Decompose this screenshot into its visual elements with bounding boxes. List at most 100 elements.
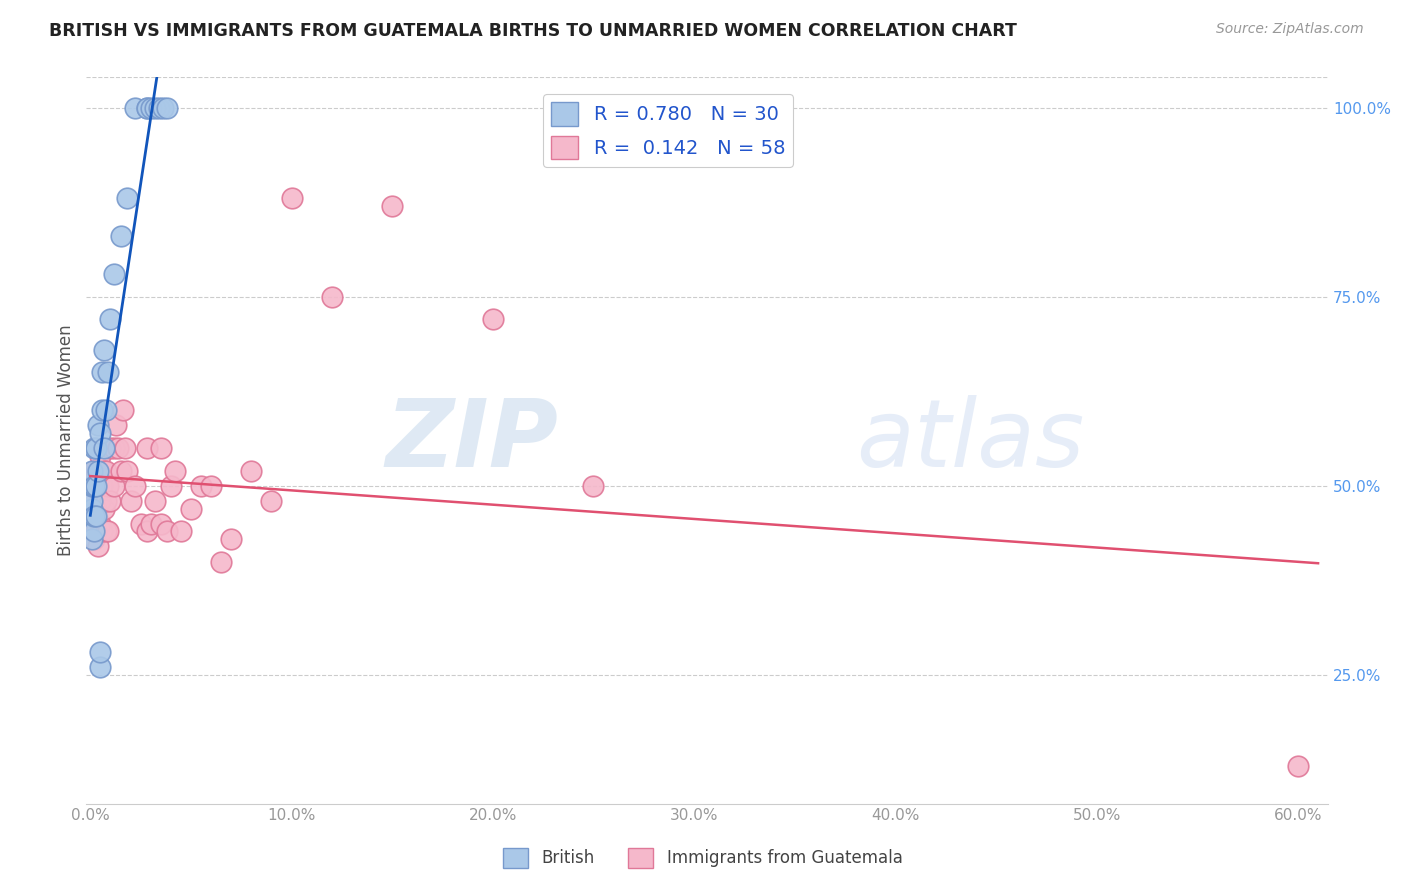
- Point: [190, 479, 212, 493]
- Point: [111, 403, 134, 417]
- Point: [87, 540, 110, 554]
- Point: [100, 312, 122, 326]
- Point: [219, 532, 242, 546]
- Point: [97, 366, 120, 380]
- Point: [1286, 759, 1309, 773]
- Point: [114, 441, 136, 455]
- Point: [107, 441, 129, 455]
- Point: [129, 516, 152, 531]
- Point: [93, 343, 115, 357]
- Point: [170, 524, 193, 539]
- Point: [381, 199, 404, 213]
- Point: [149, 516, 172, 531]
- Point: [124, 101, 146, 115]
- Point: [96, 524, 118, 539]
- Point: [103, 441, 125, 455]
- Point: [93, 464, 115, 478]
- Text: Source: ZipAtlas.com: Source: ZipAtlas.com: [1216, 22, 1364, 37]
- Point: [91, 524, 114, 539]
- Point: [100, 494, 122, 508]
- Point: [86, 464, 108, 478]
- Legend: British, Immigrants from Guatemala: British, Immigrants from Guatemala: [496, 841, 910, 875]
- Text: ZIP: ZIP: [385, 394, 558, 486]
- Point: [89, 516, 111, 531]
- Point: [96, 494, 118, 508]
- Point: [156, 101, 179, 115]
- Legend: R = 0.780   N = 30, R =  0.142   N = 58: R = 0.780 N = 30, R = 0.142 N = 58: [543, 95, 793, 167]
- Point: [93, 441, 115, 455]
- Point: [83, 464, 105, 478]
- Point: [83, 501, 105, 516]
- Point: [280, 191, 302, 205]
- Point: [86, 501, 108, 516]
- Point: [143, 101, 166, 115]
- Y-axis label: Births to Unmarried Women: Births to Unmarried Women: [58, 325, 75, 557]
- Point: [82, 494, 104, 508]
- Point: [89, 645, 111, 659]
- Point: [110, 229, 132, 244]
- Point: [582, 479, 605, 493]
- Point: [260, 494, 283, 508]
- Point: [321, 290, 343, 304]
- Point: [82, 479, 104, 493]
- Point: [89, 494, 111, 508]
- Point: [83, 532, 105, 546]
- Point: [139, 516, 162, 531]
- Point: [135, 441, 157, 455]
- Point: [139, 101, 162, 115]
- Point: [91, 479, 114, 493]
- Point: [148, 101, 170, 115]
- Point: [87, 418, 110, 433]
- Point: [124, 479, 146, 493]
- Point: [97, 479, 120, 493]
- Point: [82, 532, 104, 546]
- Point: [91, 403, 114, 417]
- Point: [96, 403, 118, 417]
- Point: [120, 494, 142, 508]
- Text: BRITISH VS IMMIGRANTS FROM GUATEMALA BIRTHS TO UNMARRIED WOMEN CORRELATION CHART: BRITISH VS IMMIGRANTS FROM GUATEMALA BIR…: [49, 22, 1017, 40]
- Point: [83, 509, 105, 524]
- Point: [103, 479, 125, 493]
- Point: [149, 441, 172, 455]
- Point: [83, 524, 105, 539]
- Point: [163, 464, 186, 478]
- Point: [82, 524, 104, 539]
- Point: [89, 425, 111, 440]
- Point: [82, 494, 104, 508]
- Point: [482, 312, 505, 326]
- Point: [89, 660, 111, 674]
- Point: [180, 501, 202, 516]
- Point: [91, 366, 114, 380]
- Point: [135, 101, 157, 115]
- Point: [103, 267, 125, 281]
- Point: [105, 418, 128, 433]
- Point: [240, 464, 263, 478]
- Point: [159, 479, 181, 493]
- Point: [83, 441, 105, 455]
- Point: [96, 464, 118, 478]
- Point: [209, 555, 232, 569]
- Point: [100, 441, 122, 455]
- Point: [156, 524, 179, 539]
- Point: [115, 464, 138, 478]
- Point: [83, 479, 105, 493]
- Point: [87, 464, 110, 478]
- Point: [115, 191, 138, 205]
- Point: [200, 479, 222, 493]
- Point: [87, 479, 110, 493]
- Point: [86, 509, 108, 524]
- Point: [86, 441, 108, 455]
- Point: [135, 101, 157, 115]
- Point: [93, 501, 115, 516]
- Point: [86, 479, 108, 493]
- Point: [135, 524, 157, 539]
- Point: [86, 524, 108, 539]
- Point: [82, 464, 104, 478]
- Point: [89, 449, 111, 463]
- Point: [82, 501, 104, 516]
- Point: [97, 524, 120, 539]
- Point: [110, 464, 132, 478]
- Point: [82, 509, 104, 524]
- Point: [152, 101, 174, 115]
- Text: atlas: atlas: [856, 395, 1084, 486]
